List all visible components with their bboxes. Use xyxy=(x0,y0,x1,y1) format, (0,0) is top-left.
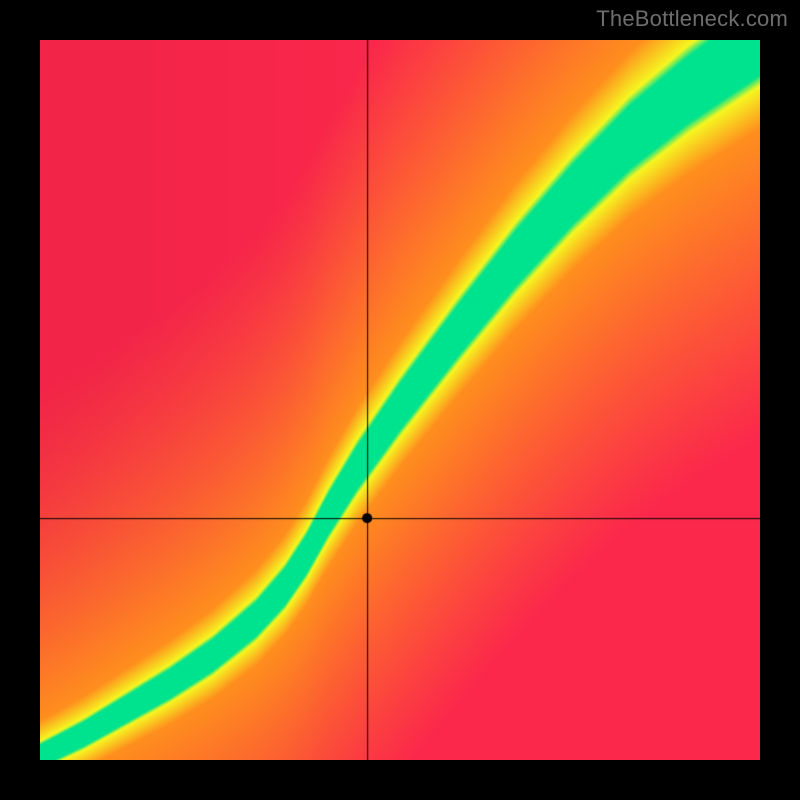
bottleneck-heatmap xyxy=(40,40,760,760)
watermark-text: TheBottleneck.com xyxy=(596,6,788,32)
